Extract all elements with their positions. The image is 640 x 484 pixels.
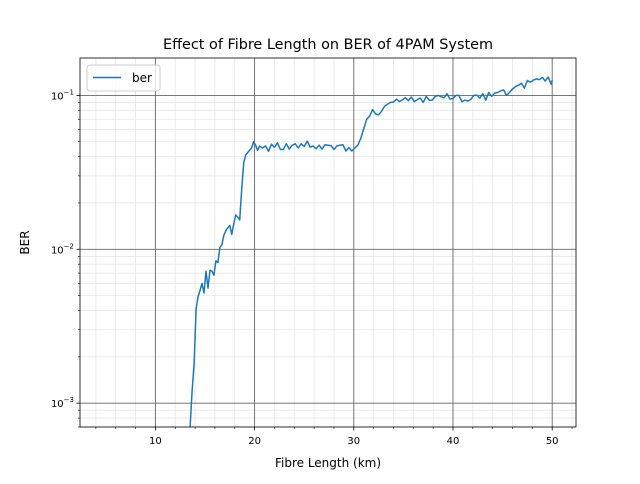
plot-area (80, 58, 576, 427)
legend-box (86, 64, 161, 92)
x-tick-label: 20 (248, 436, 261, 447)
x-tick-label: 30 (347, 436, 360, 447)
legend-label: ber (132, 71, 152, 85)
y-tick-label: 10−3 (51, 396, 74, 410)
x-axis-label: Fibre Length (km) (275, 456, 381, 470)
plot-frame (79, 57, 577, 428)
minor-gridlines (80, 58, 576, 428)
major-gridlines (80, 58, 576, 427)
y-axis: 10−3 10−2 10−1 (51, 88, 80, 428)
series-layer (189, 76, 553, 428)
y-axis-label: BER (18, 230, 32, 254)
y-tick-label: 10−1 (51, 88, 74, 102)
y-tick-label: 10−2 (51, 242, 74, 256)
series-line-ber (189, 76, 553, 428)
x-axis: 10 20 30 40 50 (95, 427, 573, 447)
x-tick-label: 10 (149, 436, 162, 447)
x-tick-label: 50 (546, 436, 559, 447)
legend: ber (86, 64, 161, 92)
x-tick-label: 40 (447, 436, 460, 447)
chart-title: Effect of Fibre Length on BER of 4PAM Sy… (163, 37, 493, 53)
